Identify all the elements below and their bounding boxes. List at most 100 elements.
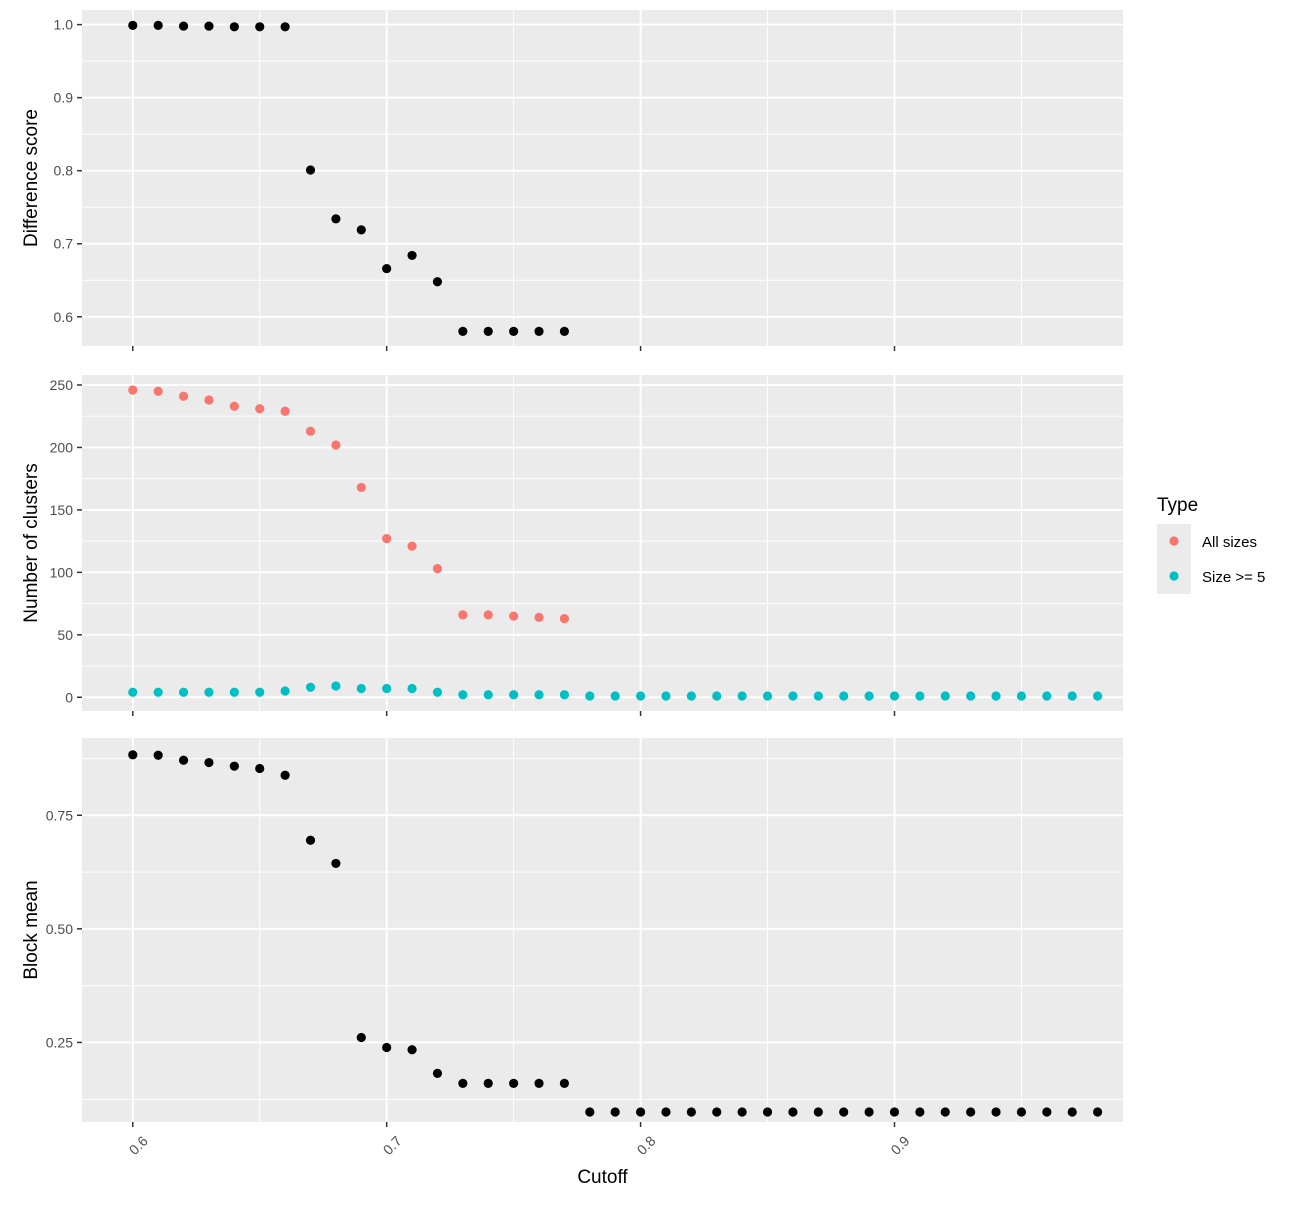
- data-point: [1093, 1107, 1103, 1117]
- data-point: [534, 690, 544, 700]
- data-point: [1093, 691, 1103, 701]
- data-point: [280, 406, 290, 416]
- data-point: [229, 687, 239, 697]
- data-point: [356, 482, 366, 493]
- data-point: [229, 761, 239, 771]
- data-point: [762, 1107, 773, 1117]
- legend-label: All sizes: [1202, 534, 1257, 551]
- legend-title: Type: [1157, 495, 1198, 516]
- data-point: [128, 20, 138, 30]
- data-point: [407, 541, 417, 551]
- data-point: [255, 404, 265, 414]
- data-point: [382, 534, 392, 544]
- series-panel3-points: [128, 750, 1103, 1117]
- data-point: [610, 1107, 620, 1117]
- data-point: [737, 691, 747, 701]
- data-point: [839, 691, 849, 701]
- data-point: [839, 1107, 849, 1117]
- data-point: [483, 690, 493, 700]
- data-point: [331, 858, 341, 869]
- data-point: [331, 440, 341, 450]
- data-point: [534, 612, 544, 622]
- data-point: [229, 401, 239, 411]
- y-tick-label: 0.50: [46, 921, 73, 937]
- data-point: [762, 691, 773, 701]
- data-point: [280, 770, 290, 780]
- data-point: [458, 690, 468, 700]
- data-point: [559, 613, 570, 624]
- data-point: [661, 691, 671, 701]
- data-point: [534, 326, 544, 336]
- data-point: [458, 610, 468, 620]
- data-point: [585, 1107, 595, 1117]
- data-point: [178, 21, 189, 31]
- data-point: [686, 1107, 696, 1117]
- panel-1: 0.6 0.7 0.8 0.9 1.0 Difference score: [21, 10, 1123, 351]
- data-point: [1016, 1107, 1027, 1117]
- x-tick-label: 0.8: [634, 1133, 659, 1158]
- x-tick-label: 0.6: [126, 1133, 151, 1158]
- data-point: [178, 687, 189, 697]
- data-point: [356, 1032, 366, 1043]
- data-point: [229, 22, 239, 32]
- data-point: [305, 426, 316, 436]
- data-point: [966, 1107, 976, 1117]
- data-point: [635, 1107, 646, 1117]
- data-point: [356, 225, 366, 235]
- panel-2: 0 50 100 150 200 250 Number of clusters: [21, 375, 1123, 716]
- data-point: [509, 611, 519, 621]
- data-point: [382, 1042, 392, 1053]
- data-point: [509, 326, 519, 336]
- data-point: [432, 1068, 443, 1078]
- y-tick-label: 150: [50, 502, 74, 518]
- data-point: [280, 686, 290, 696]
- x-axis-title: Cutoff: [577, 1167, 628, 1188]
- y-tick-label: 100: [50, 564, 74, 580]
- legend-label: Size >= 5: [1202, 569, 1265, 586]
- data-point: [1042, 1107, 1052, 1117]
- data-point: [204, 687, 214, 697]
- data-point: [1016, 691, 1027, 701]
- data-point: [178, 391, 189, 401]
- data-point: [864, 1107, 874, 1117]
- data-point: [432, 564, 443, 574]
- panel-background: [82, 10, 1123, 346]
- y-tick-label: 0.6: [54, 309, 74, 325]
- data-point: [889, 1107, 900, 1117]
- panel-background: [82, 738, 1123, 1122]
- data-point: [813, 691, 823, 701]
- data-point: [509, 690, 519, 700]
- data-point: [686, 691, 696, 701]
- data-point: [559, 690, 570, 700]
- data-point: [483, 326, 493, 336]
- data-point: [737, 1107, 747, 1117]
- data-point: [458, 1078, 468, 1088]
- data-point: [128, 385, 138, 395]
- series-size-5: [128, 681, 1103, 701]
- data-point: [1042, 691, 1052, 701]
- data-point: [940, 1107, 950, 1117]
- data-point: [458, 326, 468, 336]
- data-point: [813, 1107, 823, 1117]
- data-point: [255, 763, 265, 774]
- data-point: [483, 1078, 493, 1088]
- data-point: [305, 835, 316, 845]
- data-point: [991, 691, 1001, 701]
- y-tick-label: 250: [50, 377, 74, 393]
- data-point: [864, 691, 874, 701]
- data-point: [382, 263, 392, 274]
- y-tick-label: 0.7: [54, 236, 74, 252]
- y-tick-label: 200: [50, 439, 74, 455]
- data-point: [610, 691, 620, 701]
- data-point: [255, 22, 265, 32]
- data-point: [128, 687, 138, 697]
- data-point: [204, 21, 214, 31]
- y-tick-label: 0.25: [46, 1034, 73, 1050]
- data-point: [432, 277, 443, 287]
- data-point: [178, 755, 189, 765]
- data-point: [940, 691, 950, 701]
- data-point: [788, 1107, 798, 1117]
- data-point: [204, 395, 214, 405]
